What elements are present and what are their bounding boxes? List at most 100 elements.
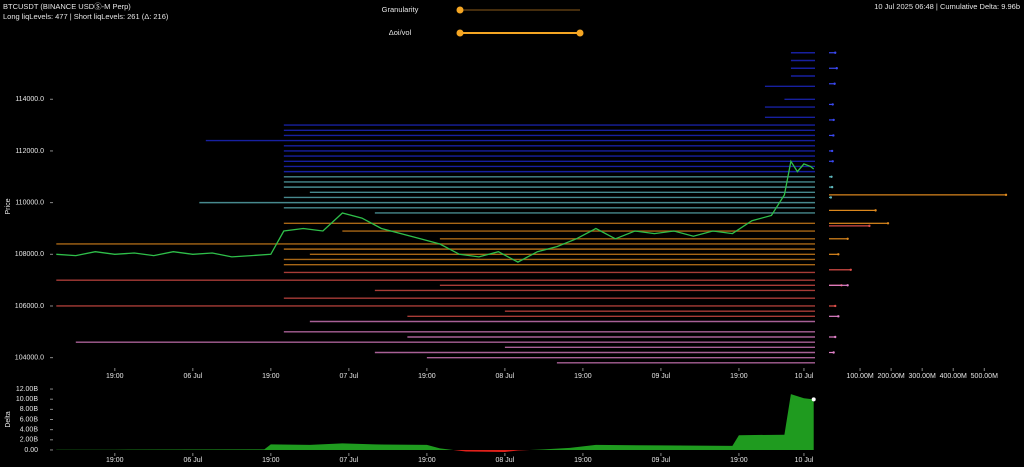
x-tick-label: 19:00 <box>106 457 124 464</box>
liq-bar-end <box>832 134 835 137</box>
x-tick-label: 19:00 <box>418 373 436 380</box>
liq-bar-end <box>830 149 834 153</box>
liq-bar <box>829 305 836 307</box>
status: 10 Jul 2025 06:48 | Cumulative Delta: 9.… <box>874 2 1020 11</box>
liq-bar-end <box>846 284 849 287</box>
x-tick-label: 10 Jul <box>795 373 814 380</box>
y-tick-label: 12.00B <box>16 386 39 393</box>
liq-bar <box>829 52 836 54</box>
y-tick-label: 110000.0 <box>15 199 44 206</box>
liq-bar <box>829 253 839 255</box>
liq-bar <box>829 186 833 188</box>
price-line <box>56 159 815 263</box>
y-tick-label: 8.00B <box>20 406 39 413</box>
liq-bar <box>829 225 870 227</box>
slider-knob[interactable] <box>576 29 584 37</box>
granularity-slider[interactable] <box>456 6 581 14</box>
liq-bar <box>829 103 833 106</box>
slider-knob[interactable] <box>456 6 464 14</box>
y-tick-label: 114000.0 <box>15 96 44 103</box>
x-tick-label: 07 Jul <box>340 373 359 380</box>
liq-bar-end <box>832 118 835 122</box>
liq-bar-end <box>849 268 852 272</box>
liq-bar-end <box>846 237 849 240</box>
liq-bar-end <box>874 209 877 212</box>
x-tick-label: 06 Jul <box>183 457 202 464</box>
x-tick-label: 300.00M <box>909 373 936 380</box>
subtitle: Long liqLevels: 477 | Short liqLevels: 2… <box>3 12 169 21</box>
liq-bar-end <box>837 253 840 256</box>
y-tick-label: 2.00B <box>20 437 39 444</box>
liq-bar <box>829 336 836 338</box>
x-tick-label: 19:00 <box>574 373 592 380</box>
x-tick-label: 06 Jul <box>183 373 202 380</box>
y-tick-label: 0.00 <box>24 447 38 454</box>
delta-last-point <box>811 397 816 402</box>
liq-bar-end <box>830 185 834 189</box>
liq-bar <box>829 150 833 152</box>
y-tick-label: 104000.0 <box>15 355 44 362</box>
x-tick-label: 08 Jul <box>496 373 515 380</box>
liq-bar <box>829 222 889 224</box>
liq-bar-end <box>831 103 834 106</box>
liq-bar-end <box>835 67 838 70</box>
liq-bar <box>829 176 832 178</box>
x-tick-label: 19:00 <box>418 457 436 464</box>
x-tick-label: 09 Jul <box>652 457 671 464</box>
y-tick-label: 112000.0 <box>15 148 44 155</box>
x-tick-label: 200.00M <box>877 373 904 380</box>
x-tick-label: 07 Jul <box>340 457 359 464</box>
x-tick-label: 19:00 <box>574 457 592 464</box>
liq-bar <box>829 160 833 162</box>
delta-oi-vol-slider[interactable] <box>456 29 584 37</box>
x-tick-label: 09 Jul <box>652 373 671 380</box>
x-tick-label: 19:00 <box>262 457 280 464</box>
liq-bar-end <box>837 315 840 318</box>
liq-bar <box>829 238 848 240</box>
liq-bar-end <box>831 160 834 163</box>
liq-bar <box>829 269 851 271</box>
x-tick-label: 19:00 <box>106 373 124 380</box>
liq-bar <box>829 315 839 317</box>
x-tick-label: 500.00M <box>971 373 998 380</box>
y-axis-label: Price <box>5 198 12 214</box>
y-tick-label: 108000.0 <box>15 251 44 258</box>
liq-bar <box>829 119 834 121</box>
granularity-label: Granularity <box>382 5 419 14</box>
y-tick-label: 4.00B <box>20 426 39 433</box>
x-tick-label: 400.00M <box>940 373 967 380</box>
liq-bar-end <box>868 224 871 228</box>
liq-bar <box>829 284 848 286</box>
liq-bar-end <box>834 304 837 308</box>
delta-area-negative <box>56 449 814 452</box>
title: BTCUSDT (BINANCE USDⓈ-M Perp) <box>3 2 131 11</box>
y-axis-label: Delta <box>5 411 12 427</box>
y-tick-label: 6.00B <box>20 416 39 423</box>
liq-bar-end <box>1004 193 1008 197</box>
x-tick-label: 19:00 <box>730 457 748 464</box>
liq-bar <box>829 67 837 69</box>
x-tick-label: 100.00M <box>846 373 873 380</box>
liq-bar-end <box>830 175 833 178</box>
y-tick-label: 106000.0 <box>15 303 44 310</box>
liq-bar-end <box>886 222 890 225</box>
liq-bar <box>829 209 876 211</box>
liq-bar-end <box>834 51 837 54</box>
slider-knob[interactable] <box>456 29 464 37</box>
liq-bar-end <box>829 196 833 199</box>
x-tick-label: 19:00 <box>262 373 280 380</box>
x-tick-label: 19:00 <box>730 373 748 380</box>
x-tick-label: 08 Jul <box>496 457 515 464</box>
x-tick-label: 10 Jul <box>795 457 814 464</box>
liq-bar-end <box>834 335 837 339</box>
delta-area-positive <box>56 394 814 450</box>
price-plot <box>56 52 815 364</box>
liq-bar <box>829 83 835 85</box>
y-tick-label: 10.00B <box>16 396 39 403</box>
liq-bar <box>829 351 834 354</box>
liq-bar-end <box>832 351 835 354</box>
liq-bar <box>829 134 834 137</box>
delta-oi-vol-label: Δoi/vol <box>389 28 412 37</box>
liq-bar <box>829 194 1007 196</box>
